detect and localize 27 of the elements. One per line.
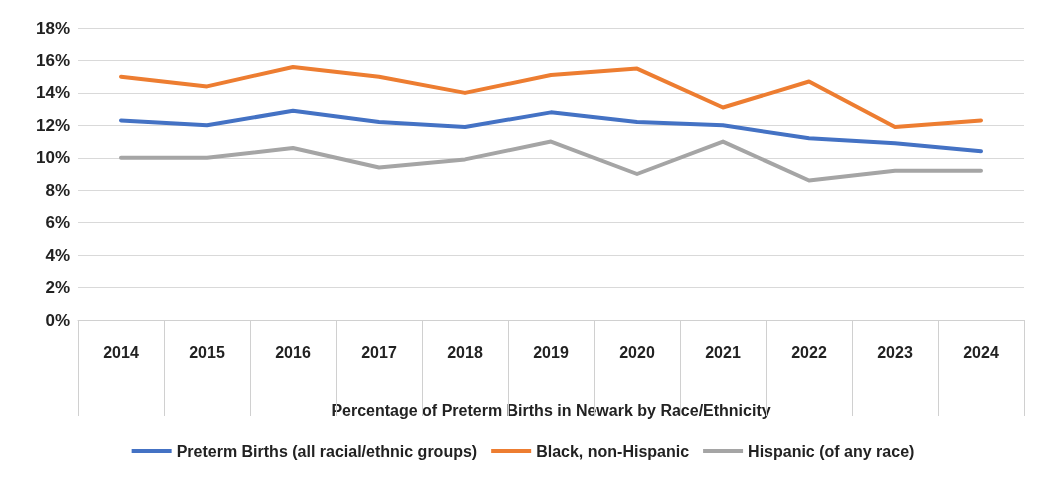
y-tick-label: 0% bbox=[45, 310, 70, 330]
x-tick-label: 2023 bbox=[877, 343, 913, 361]
x-tick-label: 2018 bbox=[447, 343, 483, 361]
x-tick-label: 2022 bbox=[791, 343, 827, 361]
x-tick-label: 2020 bbox=[619, 343, 655, 361]
y-tick-label: 12% bbox=[35, 115, 70, 135]
y-tick-label: 16% bbox=[35, 50, 70, 70]
x-tick-label: 2019 bbox=[533, 343, 569, 361]
y-tick-label: 10% bbox=[35, 148, 70, 168]
line-series bbox=[119, 139, 983, 183]
legend-label: Black, non-Hispanic bbox=[536, 442, 690, 460]
y-tick-label: 2% bbox=[45, 278, 70, 298]
x-tick-label: 2024 bbox=[963, 343, 999, 361]
line-series bbox=[119, 64, 983, 129]
x-tick-label: 2021 bbox=[705, 343, 741, 361]
y-tick-label: 6% bbox=[45, 213, 70, 233]
x-tick-label: 2014 bbox=[103, 343, 139, 361]
x-tick-label: 2015 bbox=[189, 343, 225, 361]
x-tick-label: 2016 bbox=[275, 343, 311, 361]
y-tick-label: 4% bbox=[45, 245, 70, 265]
x-tick-label: 2017 bbox=[361, 343, 397, 361]
line-series bbox=[119, 108, 983, 154]
y-tick-label: 18% bbox=[35, 18, 70, 38]
legend-label: Preterm Births (all racial/ethnic groups) bbox=[176, 442, 478, 460]
y-tick-label: 14% bbox=[35, 83, 70, 103]
y-tick-label: 8% bbox=[45, 180, 70, 200]
legend-label: Hispanic (of any race) bbox=[748, 442, 915, 460]
